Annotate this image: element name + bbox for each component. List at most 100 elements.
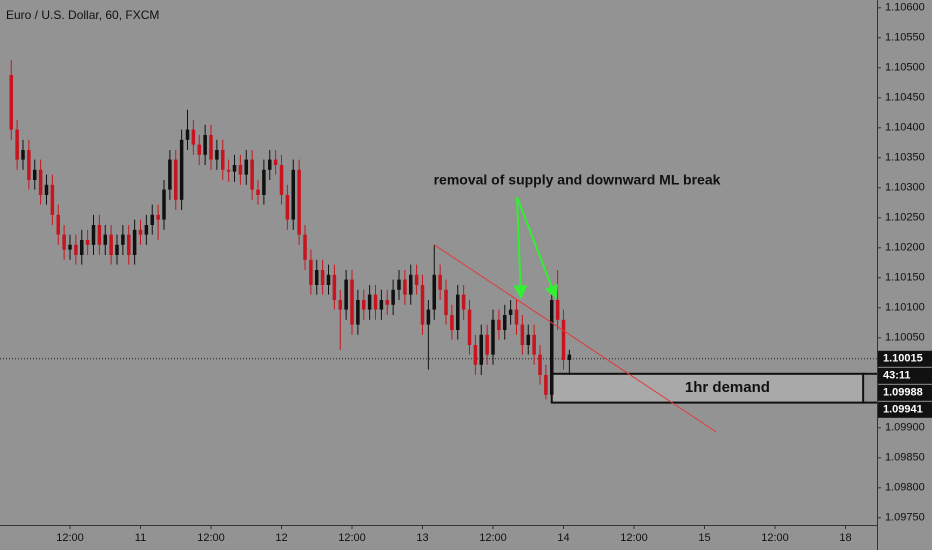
candle-body [138,229,143,235]
candle-body [502,315,507,330]
candle-body [256,189,260,195]
candle-body [32,169,37,180]
candle-body [420,285,425,325]
annotation: removal of supply and downward ML break [434,172,721,188]
candle-body [567,354,572,360]
price-marker-label: 1.09941 [883,404,923,416]
plot [0,60,877,433]
candle-body [332,274,337,300]
candle-body [9,75,14,130]
candle-body [103,234,108,245]
candle-body [403,279,407,295]
price-marker [878,384,932,401]
candle-body [444,289,448,315]
candle-body [309,259,313,285]
candle-body [514,309,519,325]
arrow [516,196,558,300]
y-tick-label: 1.10200 [885,242,925,254]
x-tick-label: 12:00 [479,532,507,544]
candle-body [238,165,243,175]
candle-body [291,169,296,220]
candle-body [485,334,489,355]
price-marker-label: 1.09988 [883,387,923,399]
candle-body [555,300,560,320]
x-tick-label: 18 [839,532,851,544]
candle-body [549,300,554,395]
candle-body [244,159,249,175]
candle-body [97,225,102,245]
candle-body [538,354,542,375]
candle-body [520,324,525,345]
candle-body [179,139,184,200]
y-tick-label: 1.09750 [885,512,925,524]
y-tick-label: 1.10350 [885,152,925,164]
price-marker-label: 43:11 [883,370,911,382]
x-tick-label: 12:00 [197,532,225,544]
y-tick-label: 1.10250 [885,212,925,224]
y-tick-label: 1.10500 [885,62,925,74]
candle-body [115,244,119,255]
candle-body [50,184,55,215]
candle-body [126,234,131,255]
candle-body [408,274,413,295]
candle-body [350,279,354,325]
price-marker [878,350,932,367]
y-tick-label: 1.10100 [885,302,925,314]
x-tick-label: 12:00 [620,532,648,544]
candle-body [121,234,125,245]
price-marker [878,367,932,384]
candle-body [109,234,113,255]
candle-body [15,129,19,160]
candle-body [455,294,460,330]
x-tick-label: 12:00 [338,532,366,544]
y-tick-label: 1.10600 [885,2,925,14]
candle-body [344,279,348,310]
candle-body [450,315,454,330]
candle-body [21,150,25,160]
candle-body [467,309,472,345]
candle-body [356,300,360,325]
candle-body [68,244,72,250]
y-tick-label: 1.10550 [885,32,925,44]
candle-body [491,319,495,355]
candle-body [379,300,384,310]
candle-body [432,274,437,310]
candle-body [297,169,301,235]
candle-body [162,189,166,220]
y-tick-label: 1.09850 [885,452,925,464]
candle-body [197,144,202,155]
candle-body [273,159,278,165]
candle-body [338,300,343,310]
candle-body [414,274,419,285]
y-tick-label: 1.10400 [885,122,925,134]
candle-body [426,309,431,325]
candle-body [473,345,478,365]
candle-body [361,300,366,310]
candle-body [320,270,325,285]
candle-body [373,294,378,310]
arrow [513,196,528,300]
y-tick-label: 1.09900 [885,422,925,434]
candle-body [79,240,84,255]
candle-body [544,375,548,395]
candle-body [438,274,442,290]
candle-body [367,294,372,310]
candle-body [391,289,395,305]
price-marker-label: 1.10015 [883,353,923,365]
candle-body [27,150,31,180]
candle-body [461,294,466,310]
candle-body [44,184,49,195]
candle-body [267,159,272,170]
candle-body [250,159,254,190]
candle-body [497,319,501,330]
candle-body [168,159,172,190]
x-tick-label: 12:00 [761,532,789,544]
candle-body [279,165,284,195]
candle-body [314,270,319,285]
candle-body [85,240,90,245]
x-tick-label: 15 [698,532,710,544]
y-tick-label: 1.10300 [885,182,925,194]
candle-body [232,165,237,172]
x-tick-label: 14 [557,532,569,544]
